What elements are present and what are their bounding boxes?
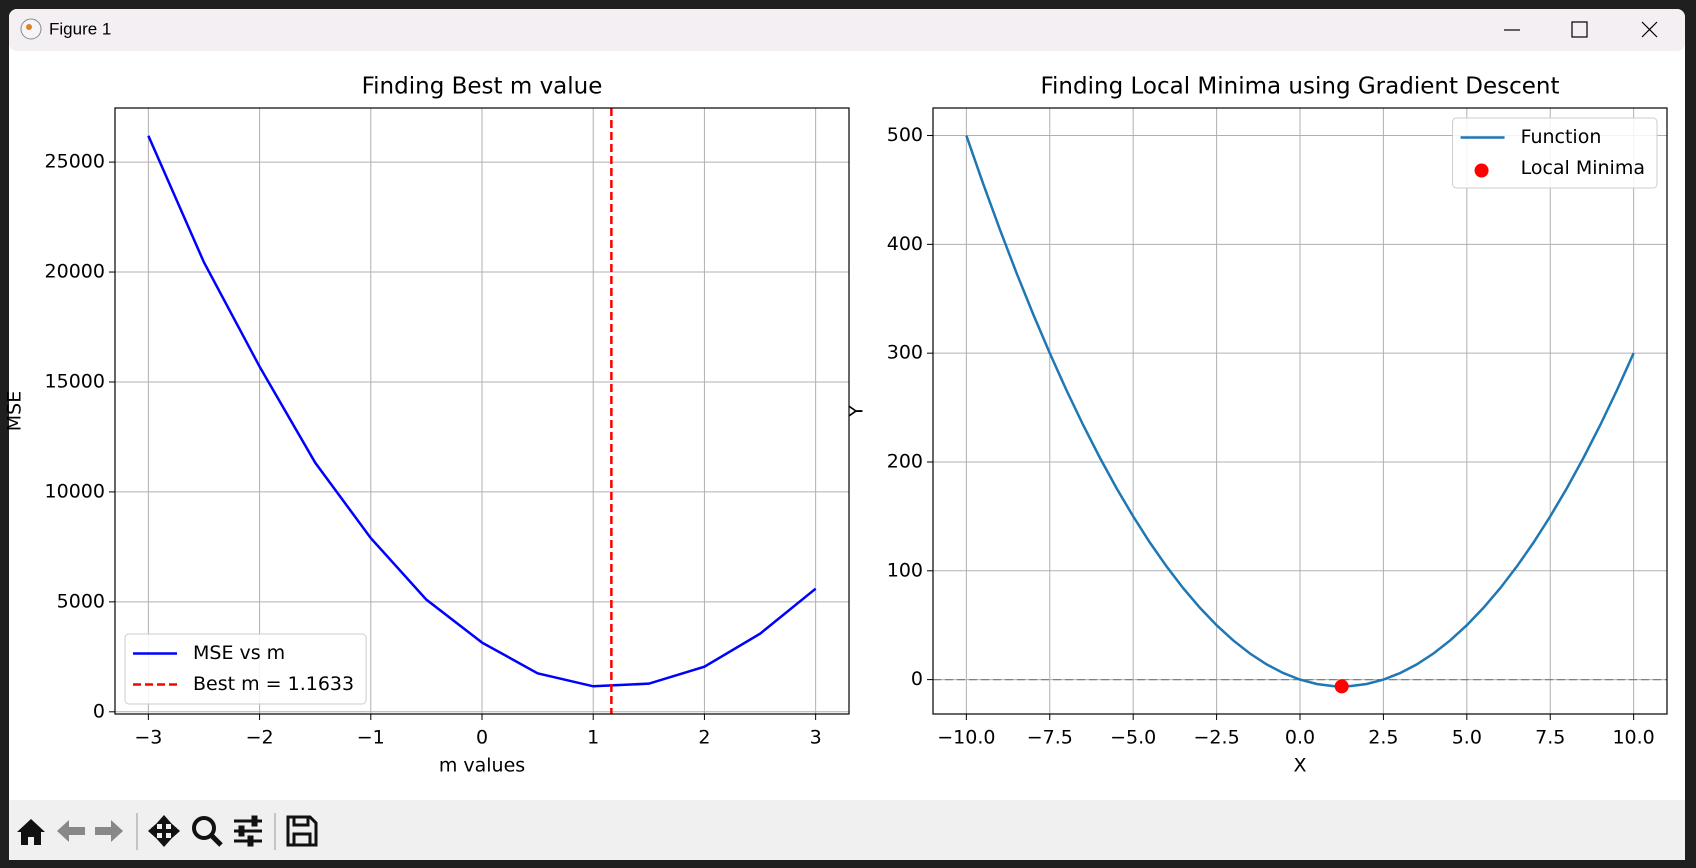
y-tick-label: 100 [887, 559, 923, 581]
legend-marker [1474, 163, 1489, 178]
legend-box [124, 633, 367, 705]
x-tick-label: 1 [587, 727, 599, 749]
x-tick-label: 0.0 [1285, 727, 1315, 749]
chart-title: Finding Best m value [362, 74, 603, 100]
y-tick-label: 500 [887, 124, 923, 146]
legend: MSE vs m Best m = 1.1633 [124, 633, 367, 705]
save-button[interactable] [286, 815, 318, 847]
y-tick-label: 25000 [45, 151, 105, 173]
forward-button[interactable] [95, 820, 123, 842]
x-tick-label: −3 [134, 727, 162, 749]
legend-label: Function [1521, 126, 1602, 148]
axes-frame [932, 107, 1668, 715]
y-axis-label: Y [846, 405, 868, 418]
x-tick-label: −2.5 [1194, 727, 1240, 749]
y-tick-label: 15000 [45, 370, 105, 392]
x-tick-label: 7.5 [1535, 727, 1565, 749]
axes-frame [114, 107, 850, 715]
x-tick-label: 2 [698, 727, 710, 749]
window-title: Figure 1 [49, 19, 111, 38]
x-tick-label: −1 [357, 727, 385, 749]
legend-label: Local Minima [1521, 157, 1645, 179]
window [9, 9, 1685, 860]
x-tick-label: −10.0 [937, 727, 995, 749]
y-axis-label: MSE [4, 391, 26, 431]
legend: Function Local Minima [1452, 117, 1658, 189]
y-tick-label: 10000 [45, 480, 105, 502]
x-tick-label: 2.5 [1368, 727, 1398, 749]
point [1334, 679, 1349, 694]
x-tick-label: −5.0 [1110, 727, 1156, 749]
line [965, 135, 1635, 688]
y-tick-label: 400 [887, 233, 923, 255]
y-tick-label: 20000 [45, 261, 105, 283]
y-tick-label: 5000 [57, 590, 105, 612]
y-tick-label: 300 [887, 342, 923, 364]
chart-title: Finding Local Minima using Gradient Desc… [1040, 74, 1559, 100]
pan-button[interactable] [148, 815, 180, 847]
y-tick-label: 200 [887, 450, 923, 472]
title-bar [9, 9, 1685, 51]
x-tick-label: 3 [810, 727, 822, 749]
x-axis-label: m values [439, 755, 525, 777]
legend-label: Best m = 1.1633 [193, 673, 354, 695]
legend-label: MSE vs m [193, 642, 285, 664]
home-button[interactable] [17, 819, 45, 845]
x-tick-label: 5.0 [1452, 727, 1482, 749]
x-tick-label: −7.5 [1027, 727, 1073, 749]
maximize-button[interactable] [1571, 21, 1588, 38]
legend-box [1452, 117, 1658, 189]
x-tick-label: −2 [246, 727, 274, 749]
configure-button[interactable] [234, 815, 262, 847]
app-icon-dot [26, 24, 32, 30]
y-tick-label: 0 [93, 700, 105, 722]
close-button[interactable] [1641, 21, 1658, 38]
x-axis-label: X [1293, 755, 1306, 777]
x-tick-label: 10.0 [1612, 727, 1654, 749]
back-button[interactable] [57, 820, 85, 842]
y-tick-label: 0 [911, 668, 923, 690]
zoom-button[interactable] [192, 816, 223, 847]
line [147, 135, 817, 688]
x-tick-label: 0 [476, 727, 488, 749]
